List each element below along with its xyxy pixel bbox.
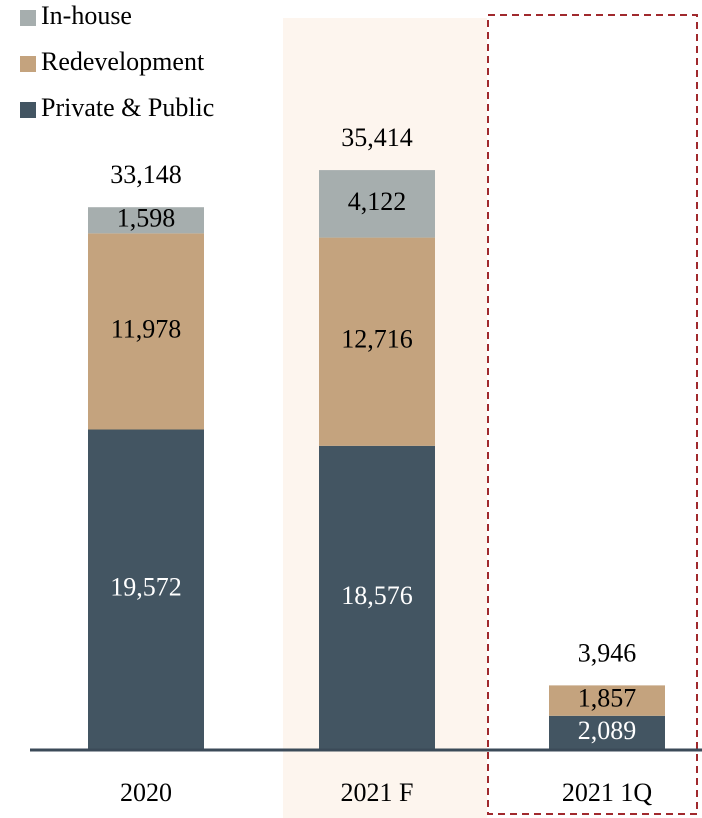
bar-segment bbox=[319, 170, 435, 238]
legend-label: Private & Public bbox=[41, 93, 214, 122]
total-label: 35,414 bbox=[341, 123, 413, 152]
value-label: 19,572 bbox=[110, 573, 182, 602]
total-label: 3,946 bbox=[578, 638, 637, 667]
value-label: 1,857 bbox=[578, 684, 637, 713]
x-tick-label: 2020 bbox=[120, 778, 172, 807]
bar-segment bbox=[88, 429, 204, 750]
bar-segment bbox=[88, 233, 204, 430]
bar-segment bbox=[88, 207, 204, 234]
value-label: 4,122 bbox=[348, 187, 407, 216]
bar-segment bbox=[319, 237, 435, 446]
bar-segment bbox=[319, 445, 435, 750]
bar-segment bbox=[549, 715, 665, 750]
legend-swatch bbox=[20, 10, 36, 26]
x-tick-label: 2021 F bbox=[341, 778, 414, 807]
legend-swatch bbox=[20, 56, 36, 72]
total-label: 33,148 bbox=[110, 160, 182, 189]
value-label: 12,716 bbox=[341, 325, 413, 354]
legend-label: In-house bbox=[41, 1, 132, 30]
value-label: 18,576 bbox=[341, 581, 413, 610]
value-label: 11,978 bbox=[111, 314, 182, 343]
value-label: 1,598 bbox=[117, 203, 176, 232]
x-tick-label: 2021 1Q bbox=[562, 778, 653, 807]
legend-swatch bbox=[20, 102, 36, 118]
value-label: 2,089 bbox=[578, 716, 637, 745]
legend-label: Redevelopment bbox=[41, 47, 205, 76]
bar-segment bbox=[549, 685, 665, 716]
